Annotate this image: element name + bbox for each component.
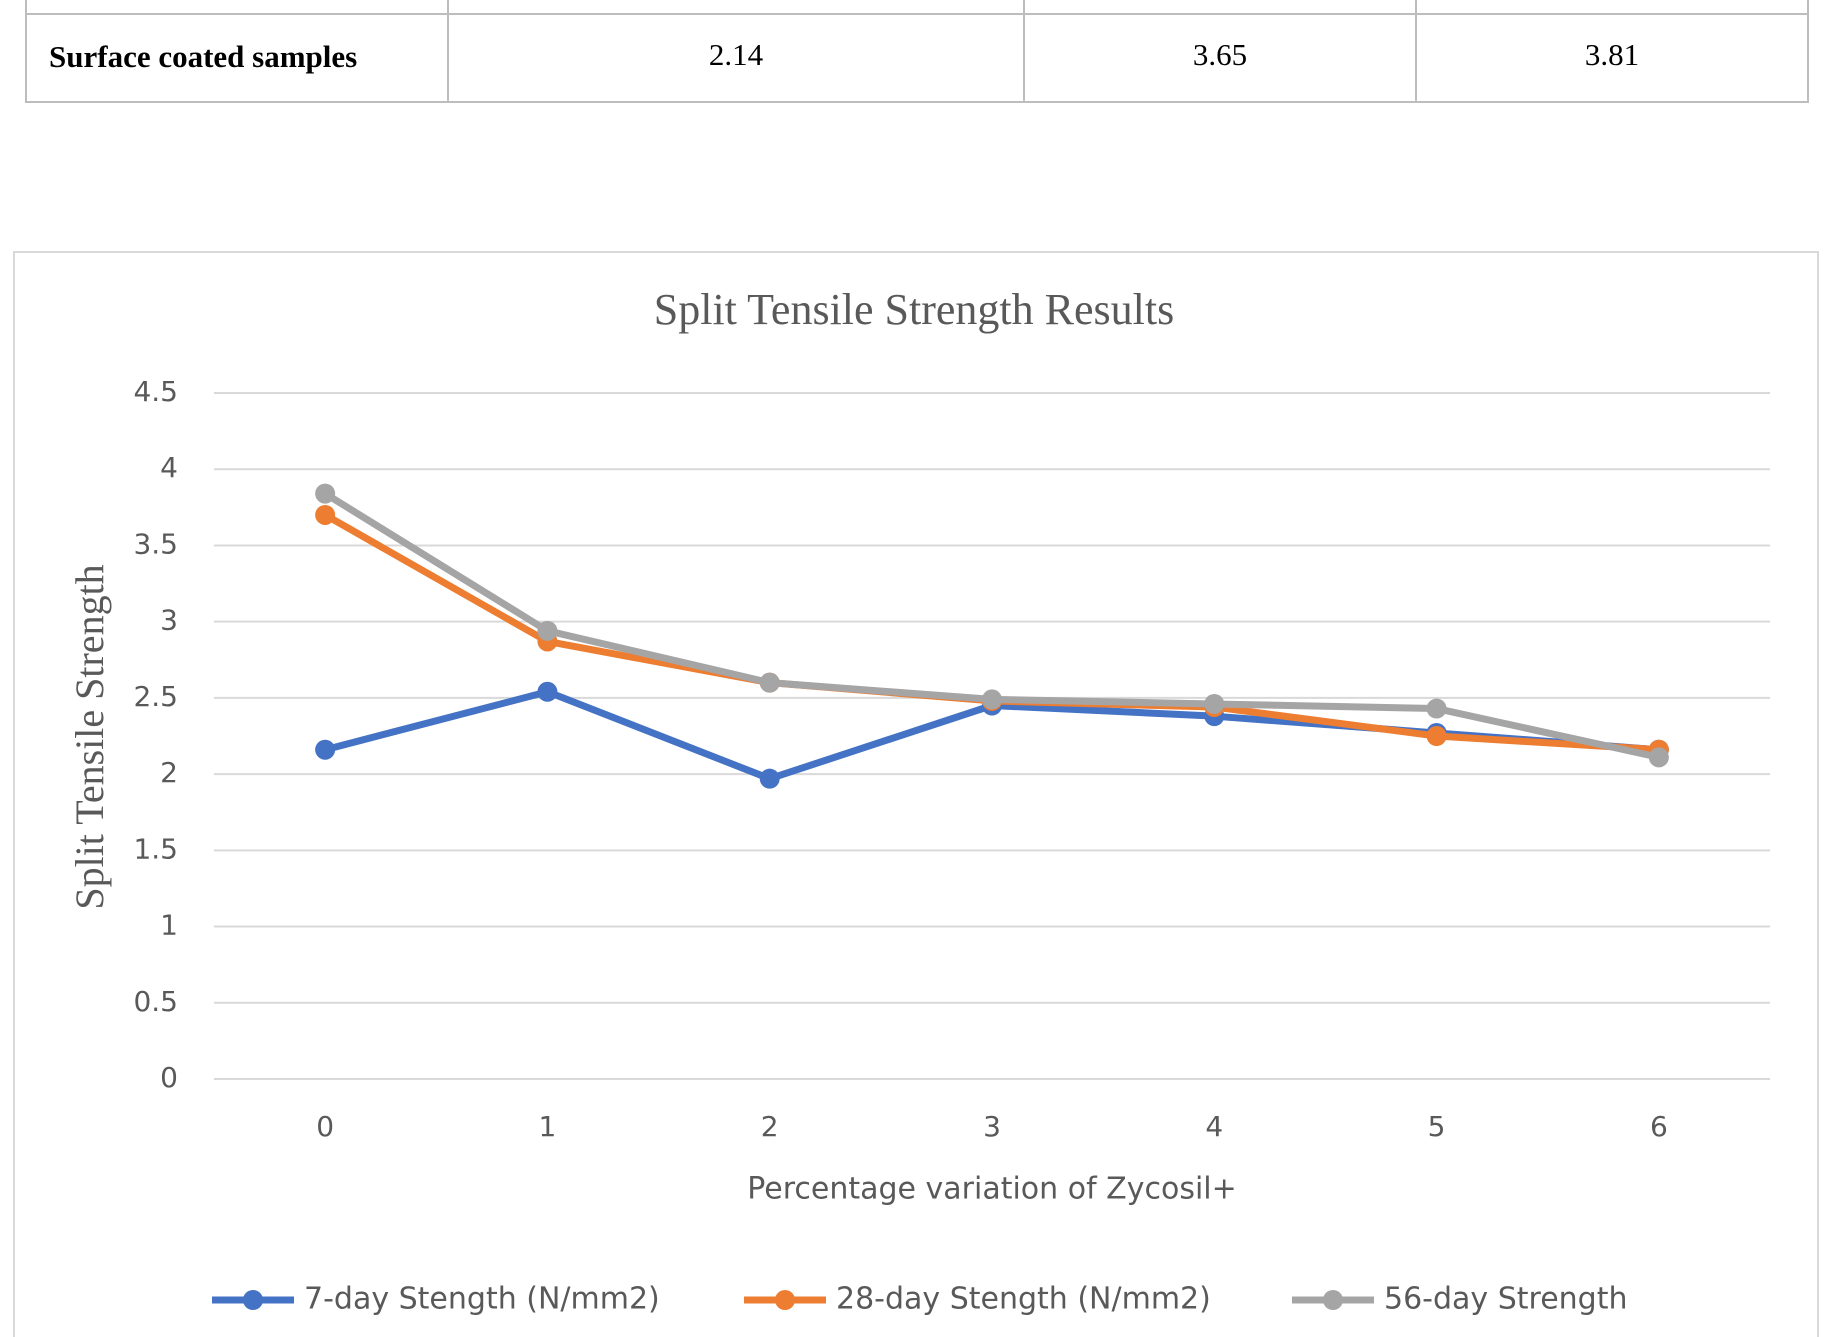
marker (759, 768, 780, 789)
chart-title: Split Tensile Strength Results (654, 285, 1174, 334)
marker (1648, 747, 1669, 768)
y-tick-label: 2 (160, 756, 178, 789)
marker (315, 483, 336, 504)
legend-marker (243, 1290, 263, 1310)
table-cell: 3.81 (1585, 37, 1639, 72)
marker (315, 739, 336, 760)
table-cell: 2.14 (709, 37, 764, 72)
y-tick-label: 3 (160, 604, 178, 637)
y-tick-label: 2.5 (133, 680, 178, 713)
table (25, 0, 1809, 103)
x-axis-title: Percentage variation of Zycosil+ (747, 1172, 1237, 1207)
marker (537, 681, 558, 702)
marker (759, 672, 780, 693)
legend-marker (1323, 1290, 1343, 1310)
marker (1204, 693, 1225, 714)
chart-frame (13, 251, 1819, 1337)
table-cell: 3.65 (1193, 37, 1247, 72)
y-tick-label: 3.5 (133, 527, 178, 560)
y-tick-label: 1.5 (133, 832, 178, 865)
marker (1426, 698, 1447, 719)
marker (1426, 726, 1447, 746)
x-tick-label: 5 (1428, 1110, 1446, 1143)
x-tick-label: 6 (1650, 1110, 1668, 1143)
x-tick-label: 4 (1205, 1110, 1223, 1143)
y-tick-label: 4 (160, 451, 178, 484)
x-tick-label: 3 (983, 1110, 1001, 1143)
legend-marker (775, 1290, 795, 1310)
marker (537, 620, 558, 641)
y-tick-label: 0 (160, 1061, 178, 1094)
x-tick-label: 1 (539, 1110, 557, 1143)
legend-label: 28-day Stength (N/mm2) (836, 1282, 1211, 1317)
table-cell: Surface coated samples (49, 39, 357, 74)
y-tick-label: 0.5 (133, 985, 178, 1018)
chart: Split Tensile Strength Results Split Ten… (67, 285, 1770, 1317)
y-tick-label: 4.5 (133, 375, 178, 408)
x-tick-label: 2 (761, 1110, 779, 1143)
y-axis-title: Split Tensile Strength (67, 564, 112, 909)
x-tick-label: 0 (316, 1110, 334, 1143)
table-border (25, 0, 1809, 103)
legend-label: 56-day Strength (1384, 1282, 1628, 1317)
marker (315, 504, 336, 525)
legend-label: 7-day Stength (N/mm2) (304, 1282, 660, 1317)
y-tick-label: 1 (160, 909, 178, 942)
marker (982, 689, 1002, 710)
